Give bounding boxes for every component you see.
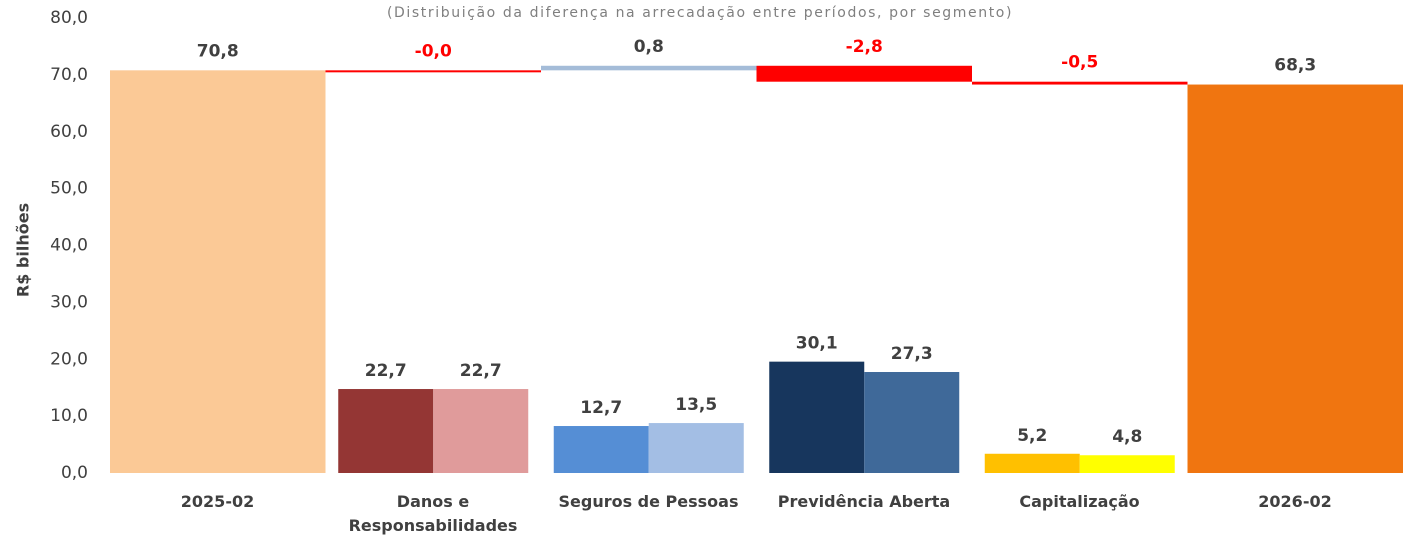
y-tick-label: 80,0 bbox=[50, 8, 88, 28]
segment-bar bbox=[984, 453, 1080, 473]
waterfall-bar bbox=[972, 81, 1188, 85]
data-label: 5,2 bbox=[1017, 426, 1047, 446]
segment-bar bbox=[338, 389, 434, 473]
waterfall-bar bbox=[541, 65, 757, 71]
x-tick-label: 2025-02 bbox=[180, 492, 255, 511]
segment-bar bbox=[648, 423, 744, 473]
y-tick-label: 30,0 bbox=[50, 292, 88, 312]
chart-subtitle: (Distribuição da diferença na arrecadaçã… bbox=[387, 5, 1013, 21]
data-label: -2,8 bbox=[846, 37, 883, 57]
x-tick-label: 2026-02 bbox=[1258, 492, 1332, 511]
x-tick-label: Seguros de Pessoas bbox=[558, 492, 739, 511]
waterfall-bar bbox=[756, 65, 972, 82]
data-label: 70,8 bbox=[197, 41, 239, 61]
y-axis-label: R$ bilhões bbox=[14, 203, 33, 297]
data-label: 12,7 bbox=[580, 398, 622, 418]
x-tick-label: Previdência Aberta bbox=[777, 492, 951, 511]
segment-bar bbox=[433, 389, 529, 473]
y-tick-label: 40,0 bbox=[50, 236, 88, 256]
y-tick-label: 0,0 bbox=[61, 463, 88, 483]
y-tick-label: 50,0 bbox=[50, 179, 88, 199]
data-label: 22,7 bbox=[460, 361, 502, 381]
segment-bar bbox=[769, 361, 865, 473]
data-label: 13,5 bbox=[675, 395, 717, 415]
segment-bar bbox=[864, 372, 960, 473]
segment-bar bbox=[1079, 455, 1175, 473]
y-tick-label: 70,0 bbox=[50, 65, 88, 85]
data-label: 27,3 bbox=[891, 344, 933, 364]
x-tick-label: Danos e Responsabilidades bbox=[348, 492, 518, 535]
waterfall-bar bbox=[325, 70, 541, 73]
waterfall-bar bbox=[110, 70, 326, 473]
data-label: 30,1 bbox=[796, 334, 838, 354]
data-label: 0,8 bbox=[634, 37, 664, 57]
x-tick-label: Capitalização bbox=[1019, 492, 1140, 511]
data-label: -0,0 bbox=[415, 41, 452, 61]
y-tick-label: 10,0 bbox=[50, 406, 88, 426]
data-label: 68,3 bbox=[1274, 56, 1316, 76]
waterfall-bar bbox=[1187, 84, 1403, 473]
y-tick-label: 60,0 bbox=[50, 122, 88, 142]
y-tick-label: 20,0 bbox=[50, 349, 88, 369]
data-label: -0,5 bbox=[1061, 53, 1098, 73]
data-label: 4,8 bbox=[1112, 427, 1142, 447]
data-label: 22,7 bbox=[365, 361, 407, 381]
segment-bar bbox=[553, 426, 649, 473]
